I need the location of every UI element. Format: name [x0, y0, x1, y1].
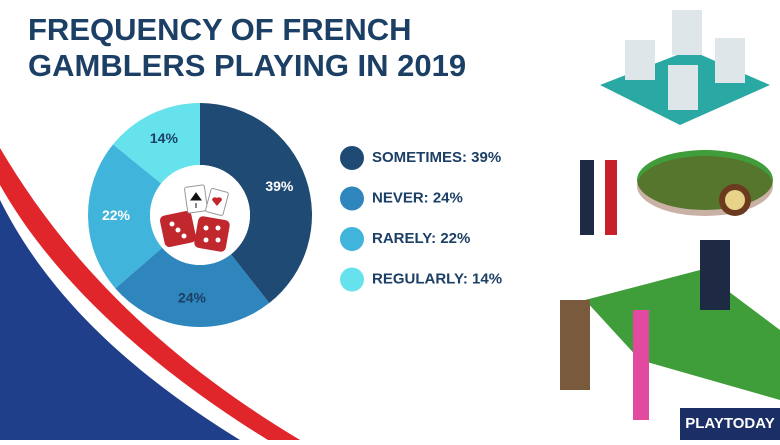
donut: 39% 24% 22% 14%: [88, 103, 312, 327]
logo: PLAYTODAY: [685, 415, 774, 432]
donut-slice: [113, 103, 200, 184]
donut-slice: [88, 144, 163, 289]
legend-swatch: [340, 146, 364, 170]
value-label: 39%: [265, 178, 294, 194]
chart-title: FREQUENCY OF FRENCH: [28, 12, 412, 47]
logo-box: [680, 408, 780, 440]
value-label: 22%: [102, 207, 131, 223]
legend: SOMETIMES: 39% NEVER: 24% RARELY: 22% REGUL…: [340, 146, 502, 292]
legend-label: NEVER: 24%: [372, 189, 463, 206]
legend-label: REGULARLY: 14%: [372, 270, 502, 287]
legend-swatch: [340, 227, 364, 251]
value-label: 24%: [178, 289, 207, 305]
donut-slice: [115, 247, 270, 327]
donut-slice: [200, 103, 312, 304]
value-label: 14%: [150, 130, 179, 146]
legend-label: SOMETIMES: 39%: [372, 149, 501, 166]
legend-swatch: [340, 186, 364, 211]
casino-illustration: [560, 10, 780, 420]
dice-icon: [150, 165, 250, 265]
legend-label: RARELY: 22%: [372, 230, 470, 247]
chart-title: GAMBLERS PLAYING IN 2019: [28, 48, 466, 83]
swoosh-blue: [0, 150, 300, 440]
legend-swatch: [340, 267, 364, 292]
